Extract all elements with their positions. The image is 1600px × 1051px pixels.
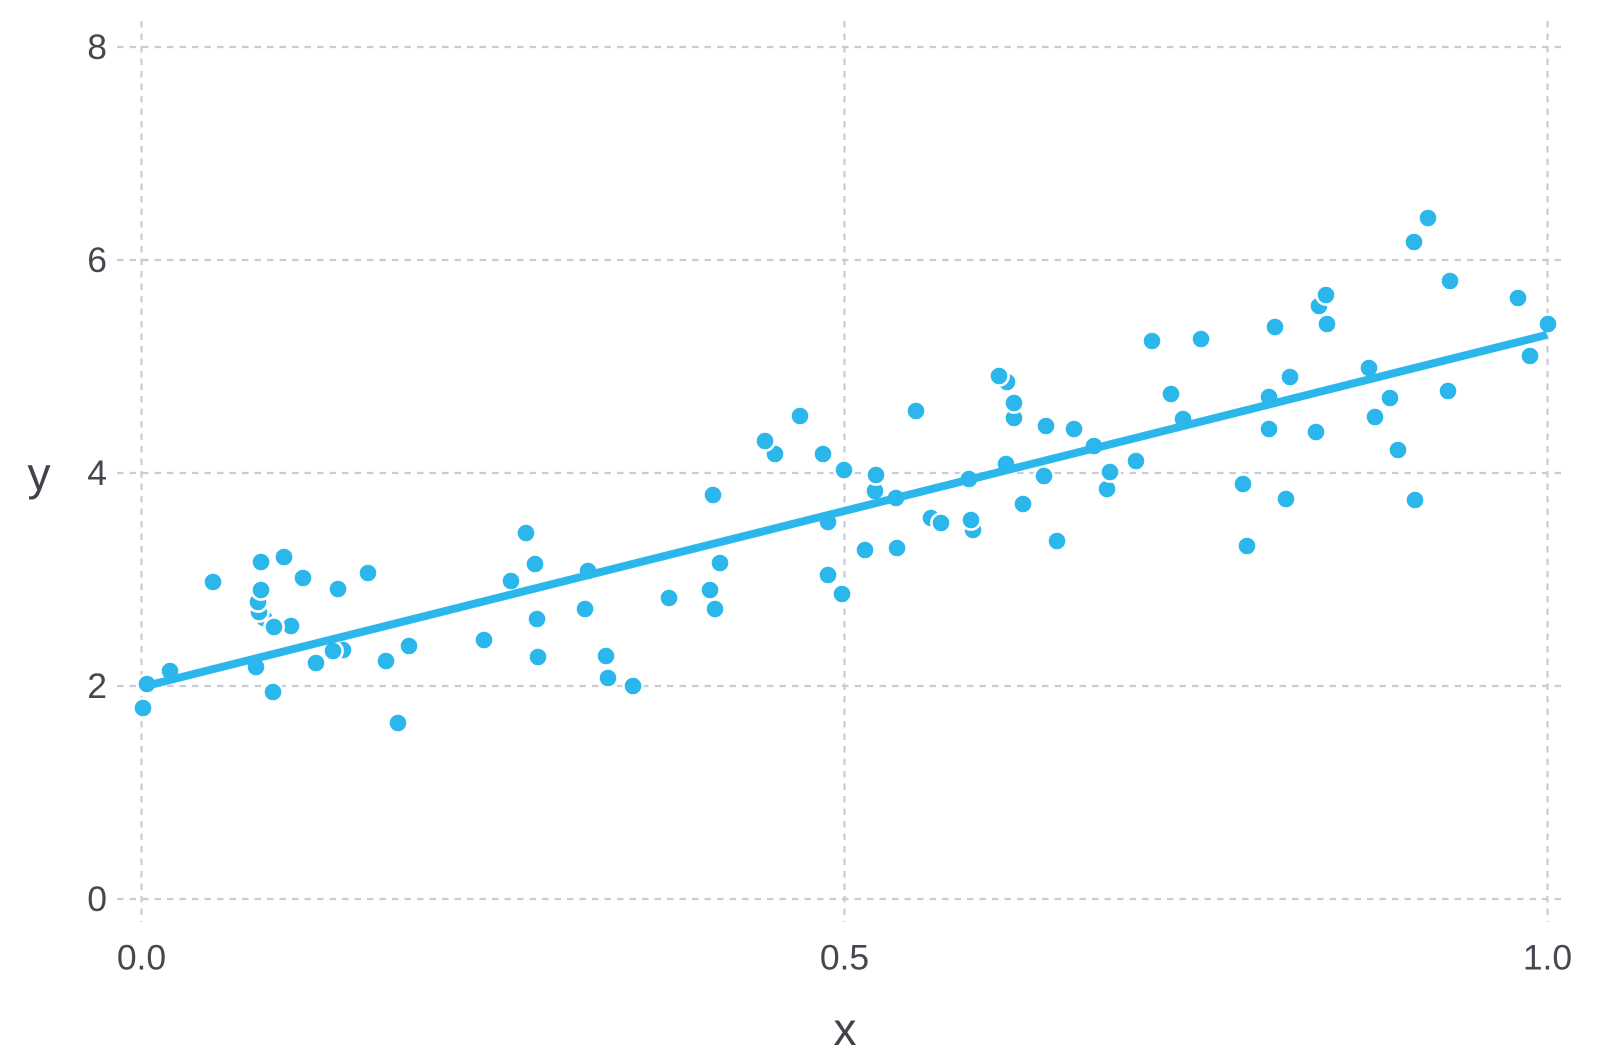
svg-text:8: 8 <box>87 27 107 67</box>
svg-text:0: 0 <box>87 879 107 919</box>
svg-text:4: 4 <box>87 453 107 493</box>
svg-text:0.0: 0.0 <box>117 938 166 978</box>
svg-text:x: x <box>834 1003 857 1051</box>
svg-text:0.5: 0.5 <box>820 938 869 978</box>
svg-text:y: y <box>28 448 51 500</box>
svg-text:6: 6 <box>87 240 107 280</box>
svg-text:2: 2 <box>87 666 107 706</box>
svg-text:1.0: 1.0 <box>1523 938 1572 978</box>
